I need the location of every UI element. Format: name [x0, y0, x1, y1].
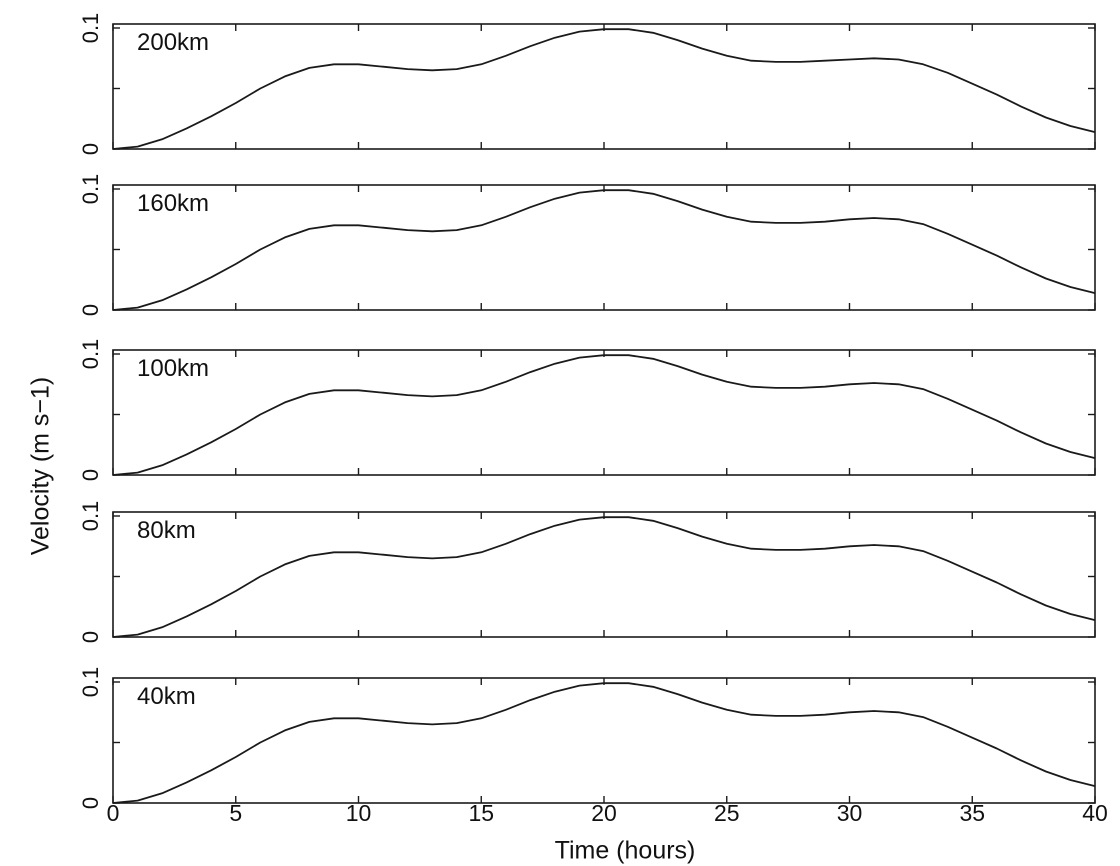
panel-label: 40km [137, 683, 196, 710]
series-line [112, 354, 1096, 476]
panel-100km: 0 0.1 100km [78, 339, 1096, 481]
y-tick-label: 0 [78, 304, 103, 316]
panel-label: 100km [137, 355, 209, 382]
x-axis-title: Time (hours) [555, 837, 696, 865]
panel-label: 200km [137, 29, 209, 56]
x-tick-labels: 0 5 10 15 20 25 30 35 40 [107, 800, 1108, 826]
x-tick-label: 30 [837, 800, 863, 826]
panel-label: 160km [137, 190, 209, 217]
panel-80km: 0 0.1 80km [78, 501, 1096, 643]
panel-frame [112, 184, 1096, 311]
panel-frame [112, 511, 1096, 638]
panel-160km: 0 0.1 160km [78, 174, 1096, 316]
x-tick-label: 40 [1082, 800, 1108, 826]
x-tick-label: 5 [229, 800, 242, 826]
panel-label: 80km [137, 517, 196, 544]
x-tick-label: 10 [346, 800, 372, 826]
y-tick-label: 0.1 [78, 667, 103, 698]
y-axis-title: Velocity (m s−1) [27, 377, 55, 556]
panel-frame [112, 23, 1096, 150]
y-tick-label: 0.1 [78, 13, 103, 44]
panels-group: 0 0.1 200km 0 0.1 160km 0 0.1 100km 0 0.1 80km 0 0.1 4… [78, 13, 1096, 809]
series-line [112, 28, 1096, 150]
x-tick-label: 35 [959, 800, 985, 826]
series-line [112, 516, 1096, 638]
x-tick-label: 20 [591, 800, 617, 826]
series-line [112, 189, 1096, 311]
y-tick-label: 0 [78, 631, 103, 643]
x-tick-label: 25 [714, 800, 740, 826]
y-tick-label: 0.1 [78, 501, 103, 532]
panel-40km: 0 0.1 40km [78, 667, 1096, 809]
y-tick-label: 0.1 [78, 339, 103, 370]
y-tick-label: 0 [78, 143, 103, 155]
x-tick-label: 15 [468, 800, 494, 826]
y-tick-label: 0 [78, 797, 103, 809]
x-tick-label: 0 [107, 800, 120, 826]
panel-200km: 0 0.1 200km [78, 13, 1096, 155]
panel-frame [112, 677, 1096, 804]
series-line [112, 682, 1096, 804]
y-tick-label: 0.1 [78, 174, 103, 205]
y-tick-label: 0 [78, 469, 103, 481]
panel-frame [112, 349, 1096, 476]
